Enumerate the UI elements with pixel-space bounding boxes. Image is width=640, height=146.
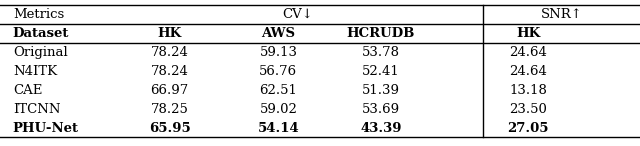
Text: 78.24: 78.24 bbox=[150, 65, 189, 78]
Text: 24.64: 24.64 bbox=[509, 46, 547, 59]
Text: Original: Original bbox=[13, 46, 68, 59]
Text: 54.14: 54.14 bbox=[257, 121, 300, 134]
Text: Dataset: Dataset bbox=[13, 27, 69, 40]
Text: HK: HK bbox=[516, 27, 540, 40]
Text: AWS: AWS bbox=[261, 27, 296, 40]
Text: 51.39: 51.39 bbox=[362, 84, 400, 97]
Text: SNR↑: SNR↑ bbox=[541, 8, 583, 21]
Text: 65.95: 65.95 bbox=[148, 121, 191, 134]
Text: 53.78: 53.78 bbox=[362, 46, 400, 59]
Text: HK: HK bbox=[157, 27, 182, 40]
Text: 59.02: 59.02 bbox=[259, 103, 298, 116]
Text: 56.76: 56.76 bbox=[259, 65, 298, 78]
Text: 78.24: 78.24 bbox=[150, 46, 189, 59]
Text: 52.41: 52.41 bbox=[362, 65, 399, 78]
Text: ITCNN: ITCNN bbox=[13, 103, 60, 116]
Text: 13.18: 13.18 bbox=[509, 84, 547, 97]
Text: 53.69: 53.69 bbox=[362, 103, 400, 116]
Text: Metrics: Metrics bbox=[13, 8, 64, 21]
Text: 62.51: 62.51 bbox=[259, 84, 298, 97]
Text: HCRUDB: HCRUDB bbox=[347, 27, 415, 40]
Text: PHU-Net: PHU-Net bbox=[13, 121, 79, 134]
Text: 23.50: 23.50 bbox=[509, 103, 547, 116]
Text: CV↓: CV↓ bbox=[282, 8, 313, 21]
Text: 59.13: 59.13 bbox=[259, 46, 298, 59]
Text: 43.39: 43.39 bbox=[360, 121, 401, 134]
Text: 66.97: 66.97 bbox=[150, 84, 189, 97]
Text: N4ITK: N4ITK bbox=[13, 65, 57, 78]
Text: CAE: CAE bbox=[13, 84, 42, 97]
Text: 78.25: 78.25 bbox=[150, 103, 189, 116]
Text: 27.05: 27.05 bbox=[508, 121, 548, 134]
Text: 24.64: 24.64 bbox=[509, 65, 547, 78]
